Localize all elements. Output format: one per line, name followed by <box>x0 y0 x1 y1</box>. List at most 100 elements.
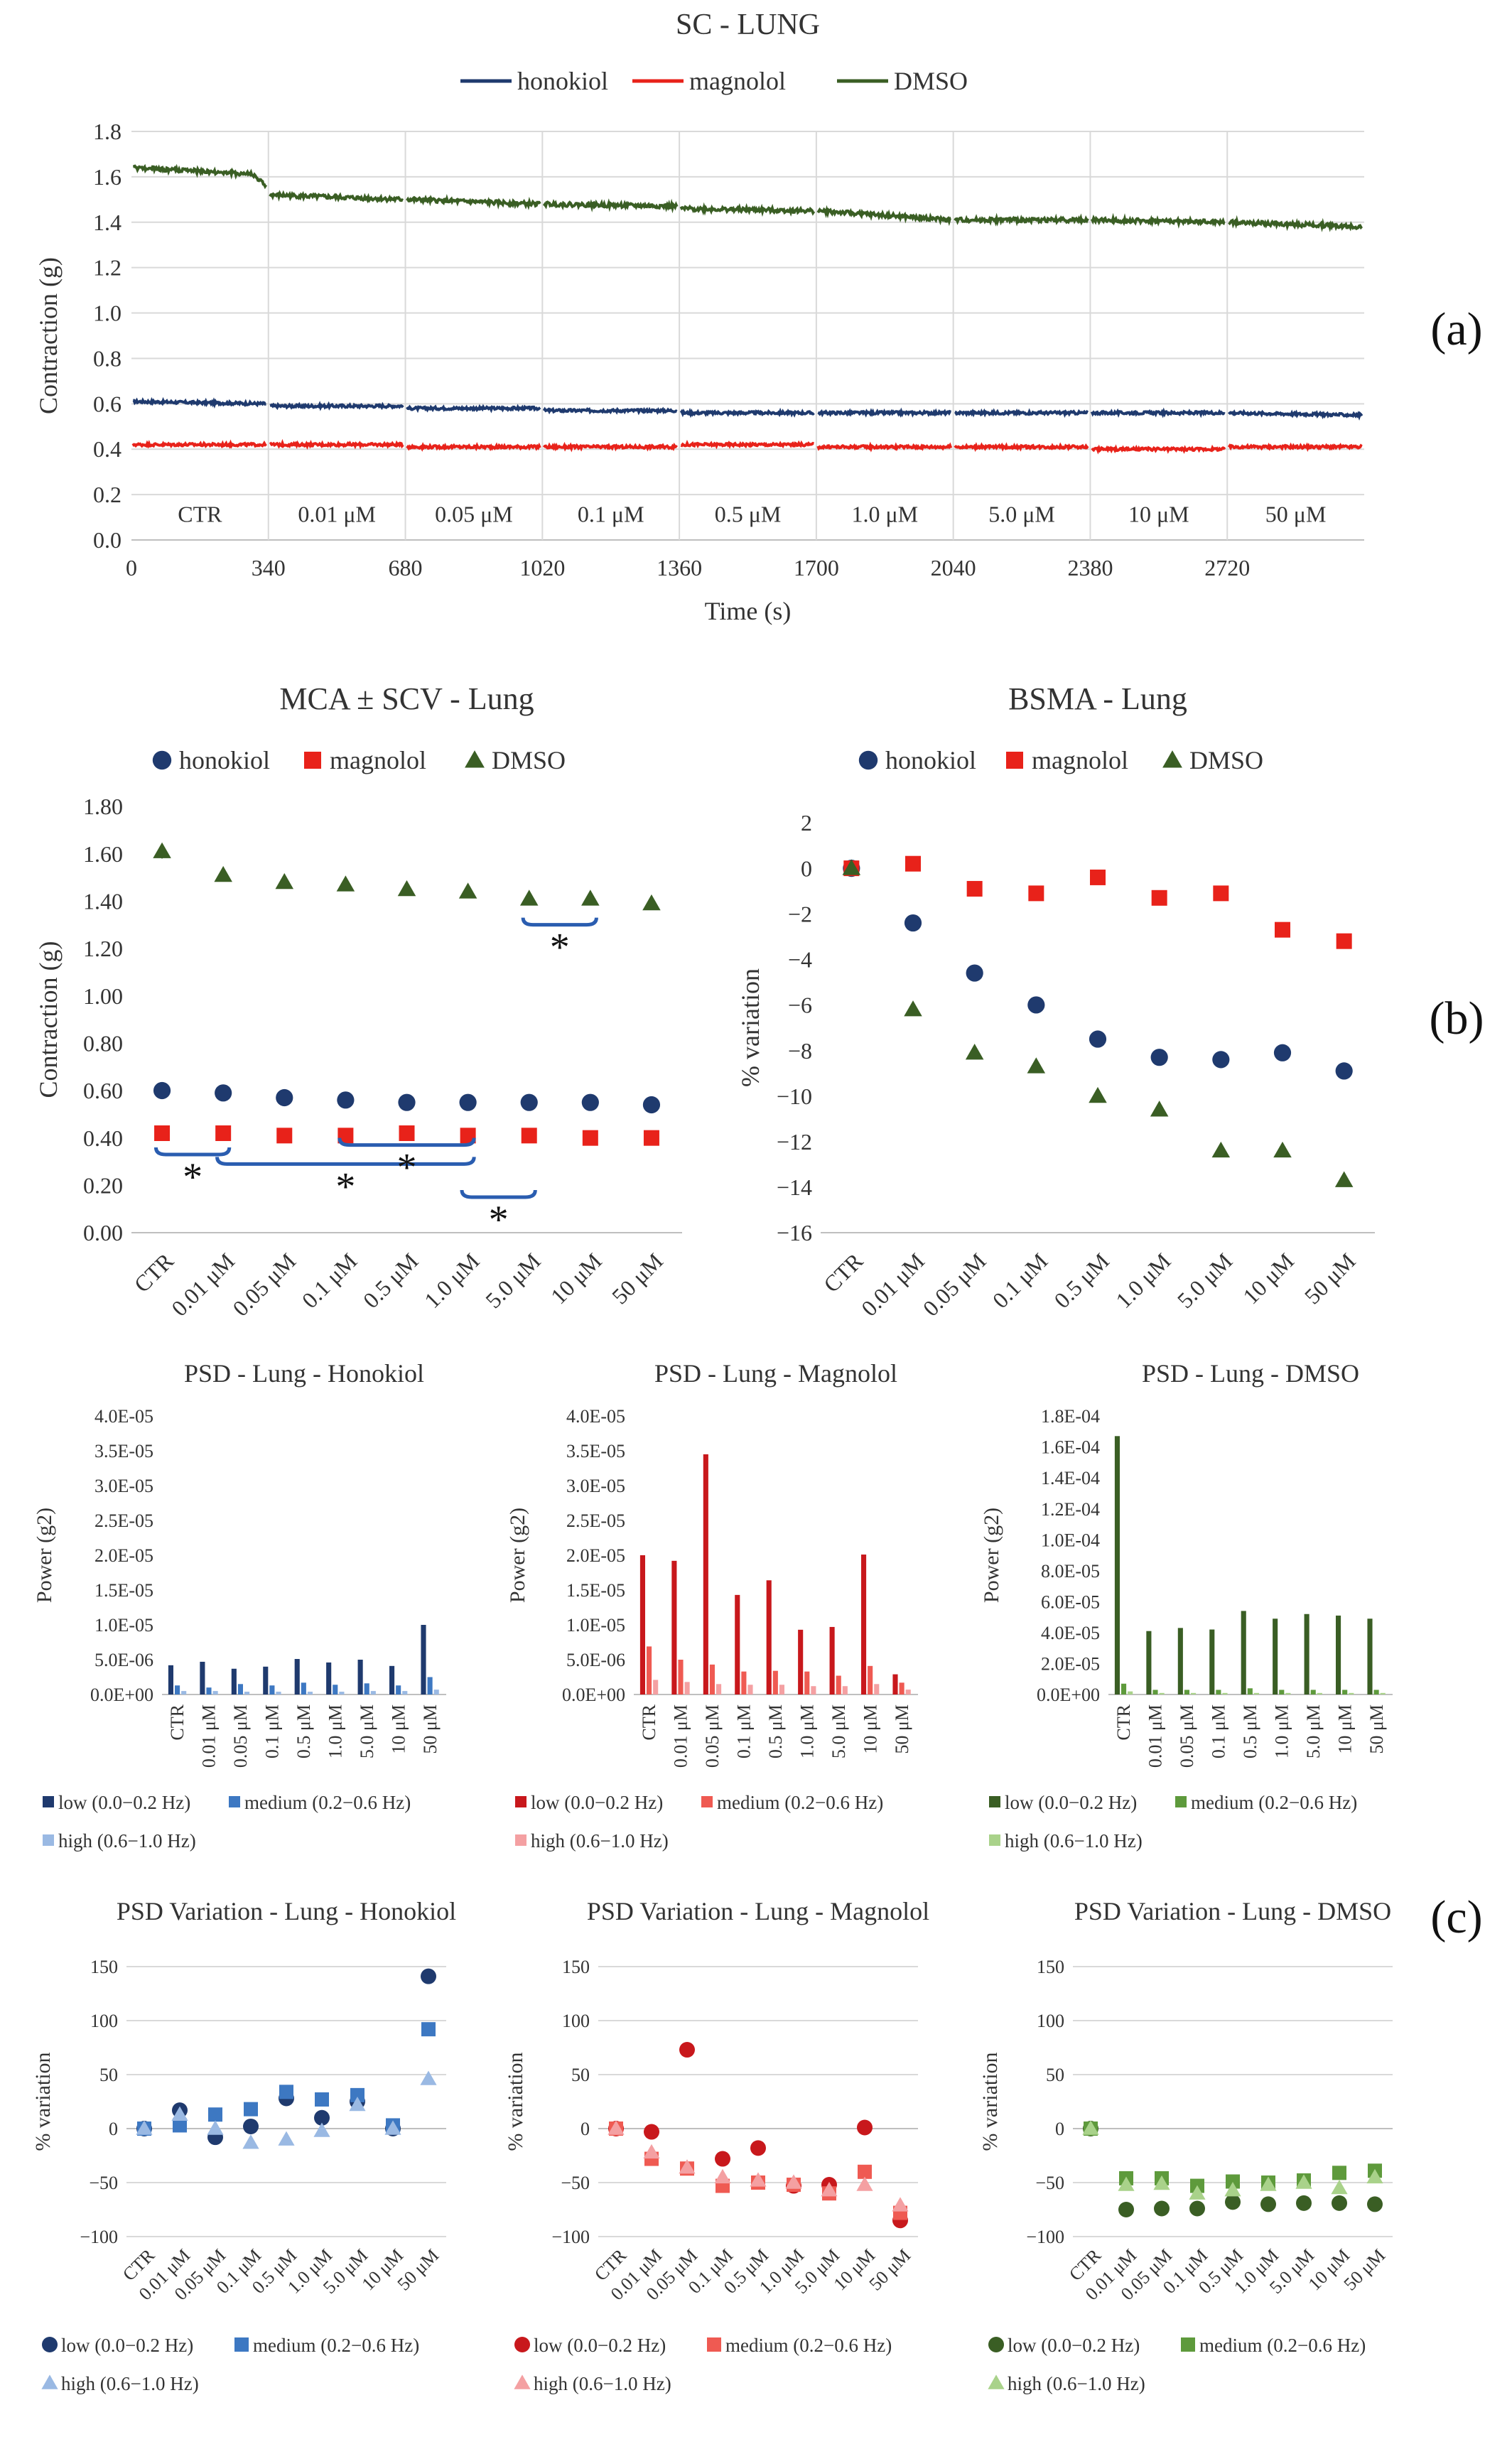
bar <box>671 1560 677 1694</box>
chart-title: PSD - Lung - Magnolol <box>654 1359 897 1388</box>
data-point <box>314 2109 330 2126</box>
data-point <box>608 2120 625 2135</box>
bar <box>899 1682 904 1694</box>
series-line-0 <box>954 408 1089 418</box>
bar <box>1253 1692 1259 1694</box>
series-line-1 <box>680 439 814 450</box>
legend-label: medium (0.2−0.6 Hz) <box>717 1792 883 1813</box>
legend-swatch <box>515 1796 526 1807</box>
bar <box>1342 1690 1348 1694</box>
y-axis-label: Power (g2) <box>980 1508 1003 1603</box>
bar <box>1367 1618 1373 1694</box>
x-tick-label: 0.5 μM <box>1240 1704 1260 1758</box>
y-tick-label: 4.0E-05 <box>566 1406 625 1427</box>
y-tick-label: 1.6E-04 <box>1041 1437 1100 1458</box>
bar <box>1209 1629 1215 1694</box>
y-axis-label: % variation <box>736 968 765 1087</box>
x-tick-label: 50 μM <box>1366 1704 1387 1754</box>
segment-label: 10 μM <box>1128 501 1189 526</box>
data-point <box>581 1093 599 1111</box>
x-tick-label: 5.0 μM <box>828 1704 849 1758</box>
data-point <box>337 1091 355 1109</box>
bar <box>1304 1614 1310 1694</box>
data-point <box>173 2118 187 2133</box>
chart-sc-lung: 0.0 0.2 0.4 0.6 0.8 1.0 1.2 1.4 1.6 1.8 CTR 0.01 μM… <box>34 9 1364 625</box>
x-tick-label: 0.01 μM <box>1145 1704 1166 1768</box>
legend-marker <box>707 2337 721 2352</box>
data-point <box>519 890 539 906</box>
bar <box>1247 1688 1253 1694</box>
bar <box>647 1646 652 1694</box>
legend-marker <box>988 2337 1004 2352</box>
bar <box>370 1691 376 1694</box>
y-tick-label: 1.20 <box>83 936 123 961</box>
y-tick-label: −50 <box>561 2173 590 2193</box>
chart-title: PSD - Lung - Honokiol <box>184 1359 424 1388</box>
bar <box>396 1685 401 1694</box>
bar <box>772 1670 778 1694</box>
panel-label-c: (c) <box>1430 1891 1482 1943</box>
x-tick-label: 0.05 μM <box>702 1704 723 1768</box>
bar <box>1128 1691 1133 1694</box>
data-point <box>785 2174 802 2189</box>
data-point <box>275 872 294 890</box>
bar <box>1373 1690 1379 1694</box>
y-tick-label: 2.0E-05 <box>1041 1654 1100 1675</box>
segment-label: 0.05 μM <box>435 501 513 526</box>
data-point <box>892 2197 909 2212</box>
bar <box>653 1680 659 1694</box>
data-point <box>338 1128 354 1144</box>
y-tick-label: 2 <box>801 810 812 836</box>
x-tick-label: 0.5 μM <box>293 1704 314 1758</box>
bar <box>892 1674 898 1694</box>
series-line-2 <box>1090 212 1226 229</box>
legend-marker <box>234 2337 249 2352</box>
data-point <box>1090 869 1106 885</box>
bar <box>1191 1692 1197 1694</box>
x-tick-label: 0 <box>126 555 137 580</box>
significance-bracket <box>215 1157 476 1166</box>
legend-label: honokiol <box>179 746 270 774</box>
y-tick-label: −14 <box>777 1174 812 1200</box>
data-point <box>750 2172 767 2187</box>
data-point <box>279 2085 293 2099</box>
y-tick-label: 0.0E+00 <box>562 1685 625 1705</box>
legend-swatch <box>229 1796 240 1807</box>
y-tick-label: 1.60 <box>83 841 123 867</box>
panel-label-b: (b) <box>1430 993 1484 1044</box>
y-axis-label: % variation <box>504 2052 527 2151</box>
legend-marker <box>988 2374 1005 2389</box>
data-point <box>1260 2196 1276 2212</box>
data-point <box>643 1130 659 1146</box>
data-point <box>1332 2195 1347 2211</box>
data-point <box>1335 1062 1353 1080</box>
legend-marker <box>858 750 878 770</box>
data-point <box>643 2144 660 2159</box>
legend-marker <box>1006 752 1023 769</box>
data-point <box>1212 1051 1230 1069</box>
legend-label: low (0.0−0.2 Hz) <box>58 1792 190 1813</box>
bar <box>747 1685 753 1694</box>
y-tick-label: 1.0 <box>93 301 122 326</box>
bar <box>357 1660 363 1694</box>
bar <box>263 1666 269 1694</box>
bar <box>1184 1690 1189 1694</box>
series-line-2 <box>1228 215 1364 232</box>
significance-star: * <box>335 1164 355 1209</box>
x-tick-label: 1.0 μM <box>1271 1704 1292 1758</box>
legend-label: high (0.6−1.0 Hz) <box>531 1830 669 1852</box>
data-point <box>1275 921 1290 938</box>
bar <box>741 1671 747 1694</box>
x-tick-label: 0.5 μM <box>765 1704 786 1758</box>
y-tick-label: 0.8 <box>93 345 122 371</box>
y-tick-label: 3.5E-05 <box>94 1441 153 1461</box>
bar <box>1159 1692 1165 1694</box>
series-line-0 <box>132 396 266 409</box>
segment-label: 1.0 μM <box>851 501 918 526</box>
series-line-1 <box>1091 444 1226 455</box>
bar <box>244 1692 250 1694</box>
y-tick-label: 0.00 <box>83 1220 123 1245</box>
legend-marker <box>1181 2337 1195 2352</box>
bar <box>766 1580 772 1694</box>
data-point <box>1332 2166 1346 2180</box>
